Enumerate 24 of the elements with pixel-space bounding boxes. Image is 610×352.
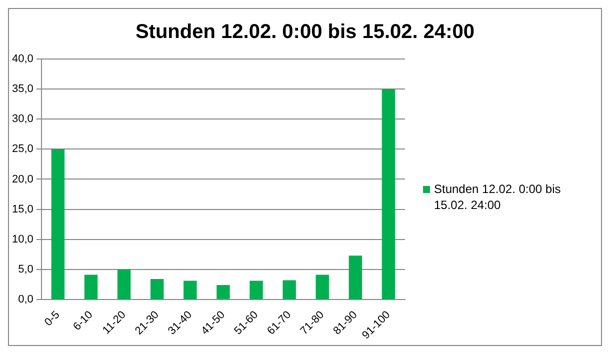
y-tick-label: 35,0 (12, 83, 34, 96)
y-tick-label: 5,0 (18, 263, 34, 276)
bar (382, 89, 396, 299)
bar (84, 274, 98, 299)
bar (348, 256, 362, 299)
y-tick-label: 20,0 (12, 173, 34, 186)
y-tick-label: 15,0 (12, 203, 34, 216)
bar (184, 280, 197, 299)
bar (282, 280, 296, 299)
y-tick-label: 40,0 (12, 53, 34, 66)
bar (117, 269, 131, 299)
bar (150, 279, 164, 299)
y-tick-label: 0,0 (18, 293, 34, 306)
y-tick-label: 10,0 (12, 233, 34, 246)
bar (316, 274, 329, 299)
bar (51, 149, 65, 299)
y-tick-label: 25,0 (12, 143, 34, 156)
legend-label: Stunden 12.02. 0:00 bis 15.02. 24:00 (434, 181, 562, 213)
y-tick-label: 30,0 (12, 113, 34, 126)
x-tick-label: 0-5 (42, 308, 62, 329)
bar (250, 280, 263, 299)
bar (216, 285, 230, 299)
chart-title: Stunden 12.02. 0:00 bis 15.02. 24:00 (134, 21, 476, 45)
x-tick-label: 6-10 (71, 308, 96, 333)
